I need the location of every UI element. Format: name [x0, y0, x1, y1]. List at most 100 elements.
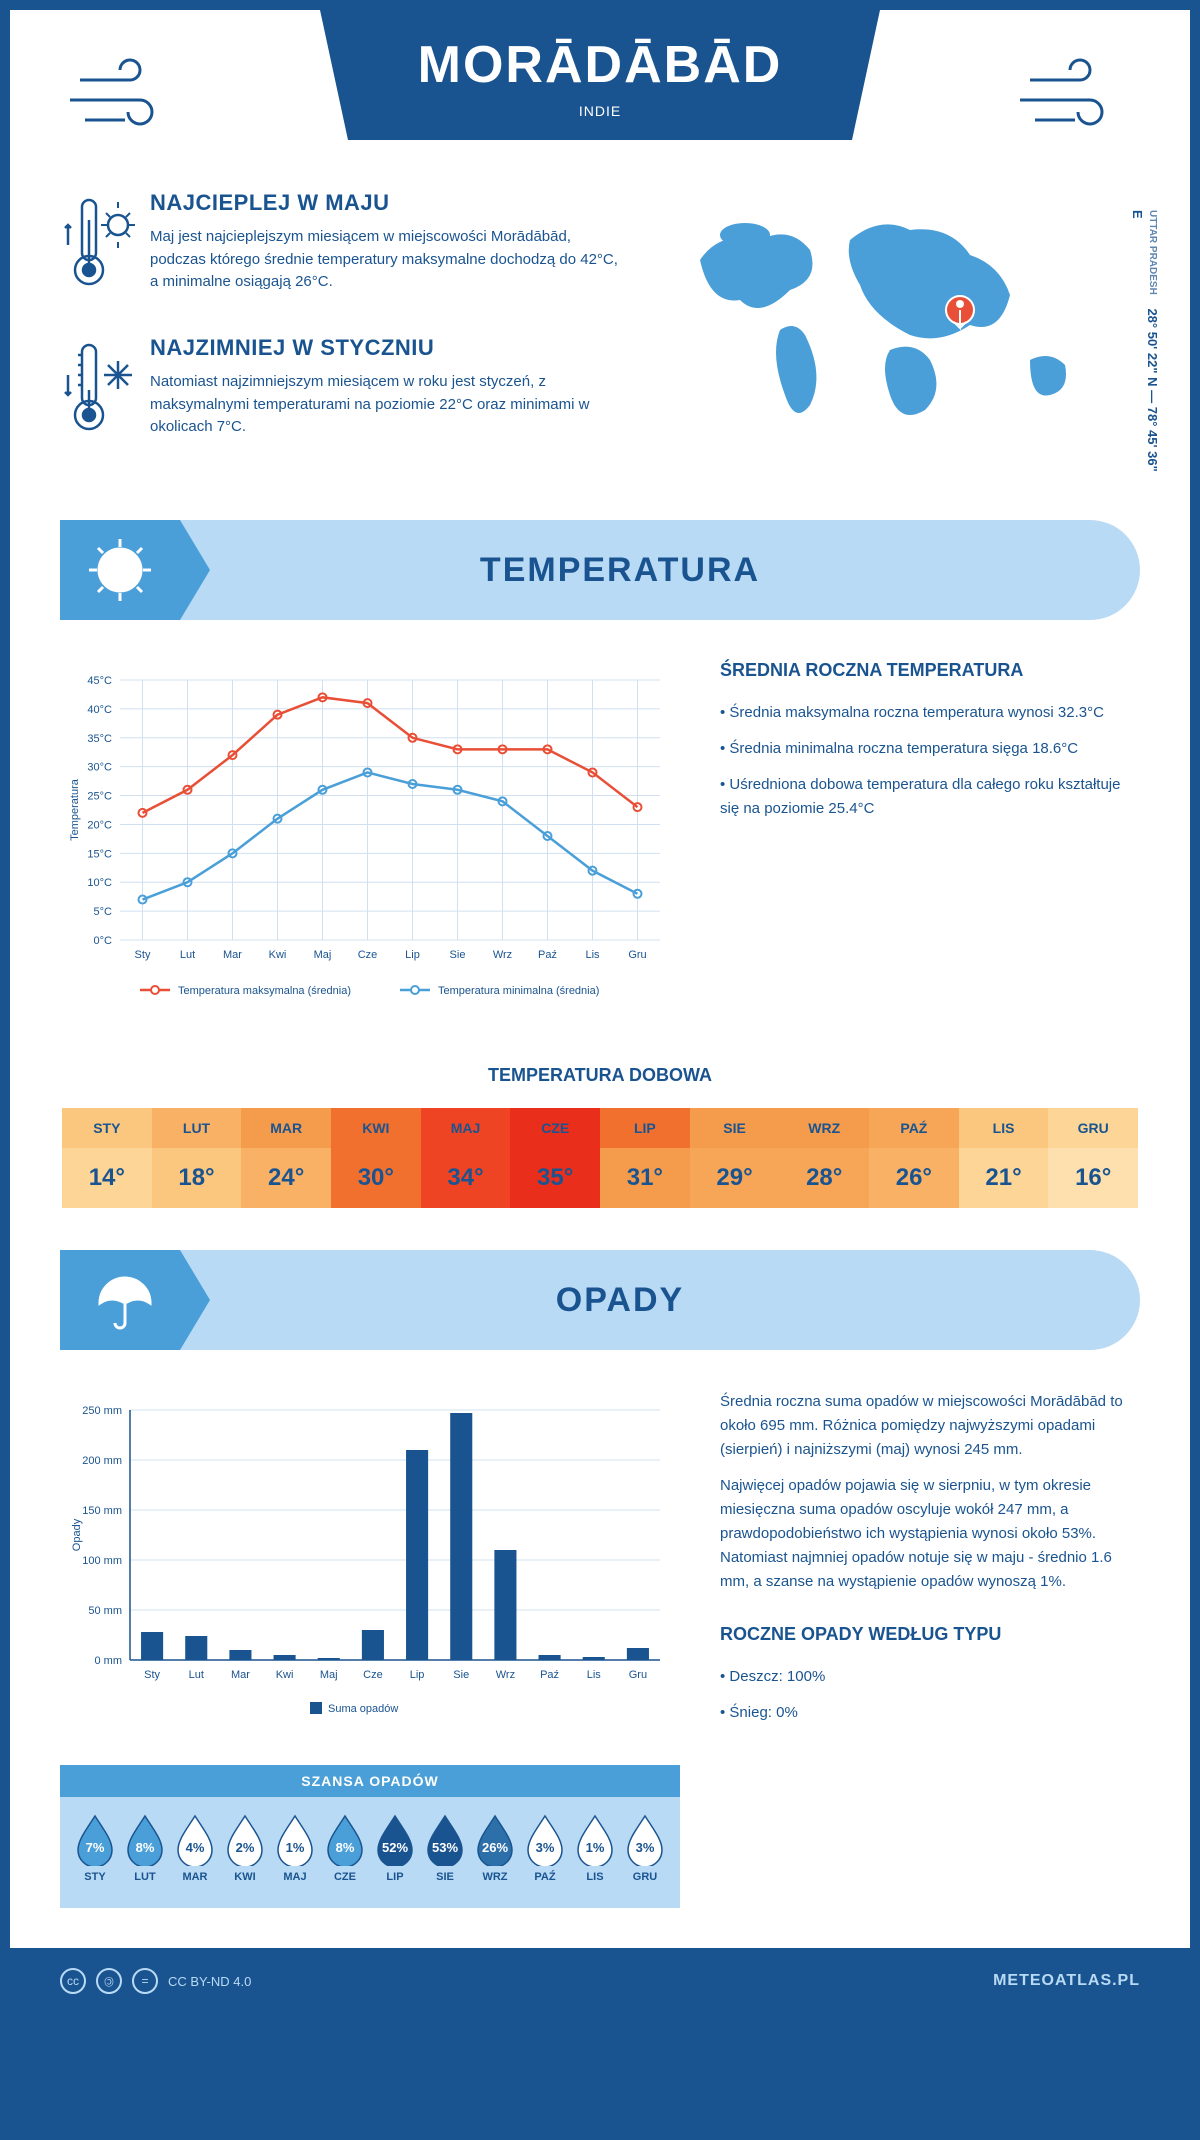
svg-text:1%: 1%: [586, 1840, 605, 1855]
svg-text:Temperatura: Temperatura: [69, 778, 81, 841]
svg-text:Lip: Lip: [405, 949, 420, 961]
svg-text:200 mm: 200 mm: [82, 1455, 122, 1467]
country-subtitle: INDIE: [320, 103, 880, 119]
temp-col: LIS21°: [959, 1108, 1049, 1208]
svg-text:8%: 8%: [336, 1840, 355, 1855]
svg-text:Maj: Maj: [320, 1669, 338, 1681]
fact-hottest: NAJCIEPLEJ W MAJU Maj jest najcieplejszy…: [60, 190, 630, 305]
svg-text:Temperatura minimalna (średnia: Temperatura minimalna (średnia): [438, 985, 599, 997]
svg-text:Paź: Paź: [538, 949, 557, 961]
thermometer-snow-icon: [60, 335, 150, 450]
svg-text:Wrz: Wrz: [496, 1669, 515, 1681]
svg-text:Lip: Lip: [410, 1669, 425, 1681]
chance-drop: 26%WRZ: [470, 1812, 520, 1883]
svg-text:Mar: Mar: [223, 949, 242, 961]
svg-text:4%: 4%: [186, 1840, 205, 1855]
type-item: • Deszcz: 100%: [720, 1665, 1140, 1689]
temp-col: SIE29°: [690, 1108, 780, 1208]
chance-drop: 1%LIS: [570, 1812, 620, 1883]
world-map: UTTAR PRADESH 28° 50' 22" N — 78° 45' 36…: [660, 190, 1140, 480]
fact-coldest: NAJZIMNIEJ W STYCZNIU Natomiast najzimni…: [60, 335, 630, 450]
by-type-heading: ROCZNE OPADY WEDŁUG TYPU: [720, 1624, 1140, 1645]
svg-text:1%: 1%: [286, 1840, 305, 1855]
svg-text:45°C: 45°C: [87, 675, 112, 687]
temp-col: LUT18°: [152, 1108, 242, 1208]
svg-text:Maj: Maj: [314, 949, 332, 961]
svg-text:Gru: Gru: [628, 949, 646, 961]
svg-text:Temperatura maksymalna (średni: Temperatura maksymalna (średnia): [178, 985, 351, 997]
svg-text:53%: 53%: [432, 1840, 458, 1855]
chance-heading: SZANSA OPADÓW: [60, 1765, 680, 1797]
by-icon: 🄯: [96, 1968, 122, 1994]
svg-text:Sty: Sty: [135, 949, 151, 961]
temperature-summary: ŚREDNIA ROCZNA TEMPERATURA • Średnia mak…: [720, 660, 1140, 1025]
svg-text:26%: 26%: [482, 1840, 508, 1855]
svg-text:Wrz: Wrz: [493, 949, 512, 961]
svg-text:Suma opadów: Suma opadów: [328, 1703, 398, 1715]
svg-text:Lis: Lis: [585, 949, 600, 961]
svg-text:Opady: Opady: [71, 1518, 83, 1551]
summary-p1: Średnia roczna suma opadów w miejscowośc…: [720, 1390, 1140, 1462]
svg-text:5°C: 5°C: [94, 906, 113, 918]
daily-heading: TEMPERATURA DOBOWA: [60, 1065, 1140, 1086]
svg-text:Mar: Mar: [231, 1669, 250, 1681]
precipitation-summary: Średnia roczna suma opadów w miejscowośc…: [720, 1390, 1140, 1908]
svg-text:35°C: 35°C: [87, 733, 112, 745]
temp-col: MAJ34°: [421, 1108, 511, 1208]
temperature-line-chart: 0°C5°C10°C15°C20°C25°C30°C35°C40°C45°CSt…: [60, 660, 680, 1025]
svg-text:7%: 7%: [86, 1840, 105, 1855]
temp-col: KWI30°: [331, 1108, 421, 1208]
fact-cold-title: NAJZIMNIEJ W STYCZNIU: [150, 335, 630, 361]
svg-text:Gru: Gru: [629, 1669, 647, 1681]
svg-text:0°C: 0°C: [94, 935, 113, 947]
summary-p2: Najwięcej opadów pojawia się w sierpniu,…: [720, 1474, 1140, 1594]
fact-hot-body: Maj jest najcieplejszym miesiącem w miej…: [150, 226, 630, 294]
svg-text:Cze: Cze: [363, 1669, 383, 1681]
svg-text:30°C: 30°C: [87, 762, 112, 774]
svg-text:10°C: 10°C: [87, 877, 112, 889]
temp-col: WRZ28°: [779, 1108, 869, 1208]
temp-col: LIP31°: [600, 1108, 690, 1208]
chance-drop: 2%KWI: [220, 1812, 270, 1883]
daily-temperature-table: TEMPERATURA DOBOWA STY14°LUT18°MAR24°KWI…: [10, 1065, 1190, 1250]
temp-col: MAR24°: [241, 1108, 331, 1208]
summary-item: • Średnia maksymalna roczna temperatura …: [720, 701, 1140, 725]
precipitation-bar-chart: 0 mm50 mm100 mm150 mm200 mm250 mmStyLutM…: [60, 1390, 680, 1730]
title-banner: MORĀDĀBĀD INDIE: [320, 10, 880, 140]
chance-drop: 3%GRU: [620, 1812, 670, 1883]
thermometer-sun-icon: [60, 190, 150, 305]
city-title: MORĀDĀBĀD: [320, 35, 880, 95]
summary-heading: ŚREDNIA ROCZNA TEMPERATURA: [720, 660, 1140, 681]
sun-icon: [60, 520, 180, 620]
svg-text:100 mm: 100 mm: [82, 1555, 122, 1567]
cc-icon: cc: [60, 1968, 86, 1994]
brand-label: METEOATLAS.PL: [993, 1972, 1140, 1990]
svg-text:20°C: 20°C: [87, 819, 112, 831]
fact-hot-title: NAJCIEPLEJ W MAJU: [150, 190, 630, 216]
wind-icon: [60, 50, 190, 145]
section-precipitation-header: OPADY: [60, 1250, 1140, 1350]
chance-drop: 53%SIE: [420, 1812, 470, 1883]
svg-text:Lut: Lut: [180, 949, 195, 961]
page-footer: cc 🄯 = CC BY-ND 4.0 METEOATLAS.PL: [10, 1948, 1190, 2014]
svg-text:50 mm: 50 mm: [88, 1605, 122, 1617]
svg-text:52%: 52%: [382, 1840, 408, 1855]
temp-col: CZE35°: [510, 1108, 600, 1208]
type-item: • Śnieg: 0%: [720, 1701, 1140, 1725]
chance-drop: 52%LIP: [370, 1812, 420, 1883]
section-temperature-header: TEMPERATURA: [60, 520, 1140, 620]
temp-col: PAŹ26°: [869, 1108, 959, 1208]
umbrella-icon: [60, 1250, 180, 1350]
svg-text:Sty: Sty: [144, 1669, 160, 1681]
page-header: MORĀDĀBĀD INDIE: [10, 10, 1190, 170]
svg-text:3%: 3%: [536, 1840, 555, 1855]
svg-text:250 mm: 250 mm: [82, 1405, 122, 1417]
temp-col: GRU16°: [1048, 1108, 1138, 1208]
svg-text:Paź: Paź: [540, 1669, 559, 1681]
precipitation-chance-panel: SZANSA OPADÓW 7%STY8%LUT4%MAR2%KWI1%MAJ8…: [60, 1765, 680, 1908]
nd-icon: =: [132, 1968, 158, 1994]
svg-text:Lis: Lis: [587, 1669, 602, 1681]
svg-text:15°C: 15°C: [87, 848, 112, 860]
section-title: OPADY: [180, 1281, 1140, 1320]
section-title: TEMPERATURA: [180, 551, 1140, 590]
